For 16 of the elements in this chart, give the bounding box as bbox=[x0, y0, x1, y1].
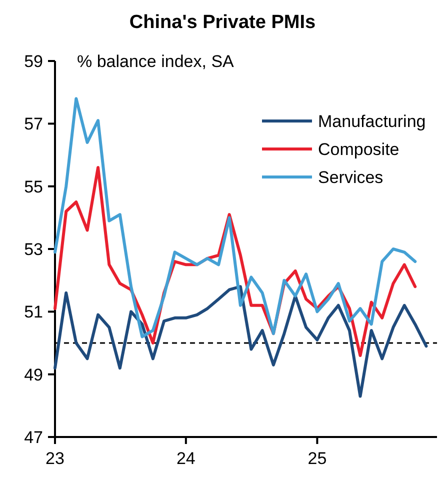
y-axis-title: % balance index, SA bbox=[77, 52, 235, 71]
legend-label: Manufacturing bbox=[318, 112, 426, 131]
y-tick-label: 51 bbox=[24, 302, 43, 322]
line-series bbox=[54, 285, 428, 398]
y-tick-label: 55 bbox=[24, 177, 43, 196]
legend-label: Composite bbox=[318, 140, 400, 159]
legend-label: Services bbox=[318, 168, 384, 187]
x-tick-label: 23 bbox=[46, 449, 64, 468]
y-tick-label: 49 bbox=[24, 365, 43, 384]
y-tick-label: 57 bbox=[24, 114, 43, 134]
x-tick-label: 25 bbox=[308, 449, 327, 468]
chart-title: China's Private PMIs bbox=[129, 12, 316, 33]
y-tick-label: 47 bbox=[24, 428, 43, 447]
y-tick-label: 53 bbox=[24, 240, 43, 259]
x-tick-label: 24 bbox=[176, 449, 196, 468]
y-tick-label: 59 bbox=[24, 52, 43, 71]
